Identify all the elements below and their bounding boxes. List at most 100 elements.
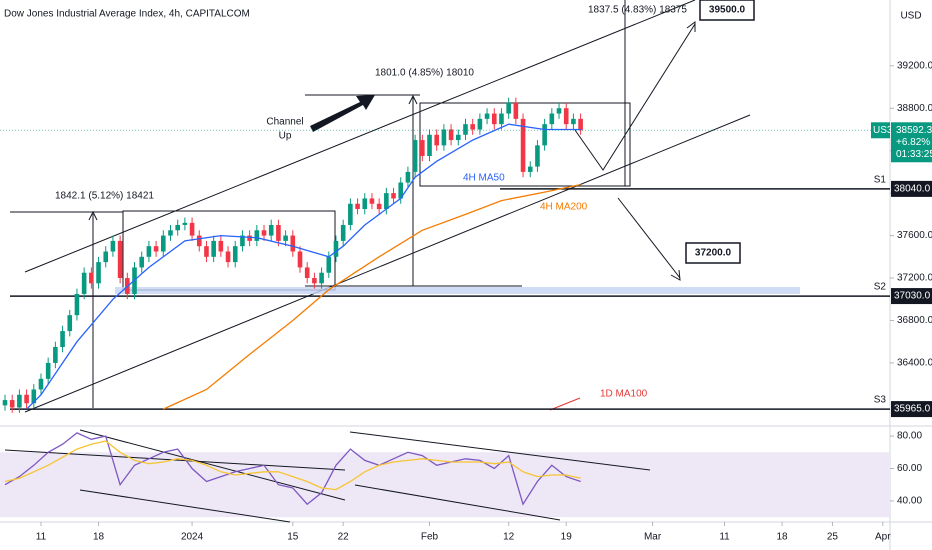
candle-body: [204, 246, 209, 257]
x-tick-label: 11: [36, 532, 47, 543]
candle-body: [153, 246, 159, 252]
annotation: 1801.0 (4.85%) 18010: [375, 68, 474, 79]
x-tick-label: 11: [719, 532, 730, 543]
x-tick-label: 15: [287, 532, 299, 543]
candle-body: [110, 240, 116, 252]
candle-body: [571, 118, 576, 125]
candle-body: [412, 140, 418, 172]
candle-body: [89, 272, 94, 284]
candle-body: [232, 246, 238, 263]
candle-body: [117, 240, 123, 279]
candle-body: [326, 256, 332, 273]
target-box: [685, 242, 741, 264]
candle-body: [355, 203, 360, 210]
candle-body: [189, 222, 195, 236]
candle-body: [67, 315, 73, 332]
level-box: [891, 180, 932, 197]
arrow-head: [670, 269, 681, 281]
candle-body: [484, 113, 490, 119]
x-tick-label: Mar: [644, 532, 662, 543]
candle-body: [420, 140, 425, 156]
candle-body: [139, 256, 145, 268]
y-tick-label: 80.00: [897, 431, 922, 442]
last-change: +6.82%: [896, 137, 930, 148]
candle-body: [81, 272, 87, 294]
measure-arrow: [408, 94, 418, 105]
candle-body: [96, 262, 101, 284]
candle-body: [225, 251, 231, 263]
y-tick-label: 39200.0: [897, 60, 932, 71]
candle-body: [448, 129, 454, 141]
candle-body: [477, 118, 483, 130]
candle-body: [38, 378, 44, 390]
x-tick-label: 2024: [181, 532, 204, 543]
target-label: 37200.0: [695, 248, 732, 259]
rsi-band: [0, 452, 890, 518]
candle-body: [211, 240, 216, 257]
candle-body: [268, 224, 274, 236]
x-tick-label: 12: [503, 532, 515, 543]
candle-body: [549, 113, 555, 125]
candle-body: [168, 230, 173, 236]
series-label: 4H MA200: [540, 202, 588, 213]
candle-body: [254, 230, 260, 241]
candle-body: [427, 134, 432, 156]
x-tick-label: Apr: [875, 532, 891, 543]
candle-body: [175, 224, 180, 231]
annotation: 1837.5 (4.83%) 18375: [588, 5, 687, 16]
series-line: [4, 440, 581, 491]
candle-body: [304, 267, 310, 279]
y-tick-label: 37200.0: [897, 273, 932, 284]
chart-title: Dow Jones Industrial Average Index, 4h, …: [4, 9, 250, 20]
y-tick-label: 60.00: [897, 463, 922, 474]
series-label: 4H MA50: [463, 173, 505, 184]
candle-body: [45, 362, 51, 379]
candle-body: [333, 240, 339, 257]
level-label: 37030.0: [894, 291, 931, 302]
projection-arrow: [574, 23, 696, 171]
projection-arrow: [617, 197, 681, 279]
candle-body: [542, 124, 547, 146]
candle-body: [312, 278, 317, 284]
candle-body: [182, 222, 188, 225]
series-line: [163, 183, 581, 410]
candle-body: [520, 118, 526, 172]
candle-body: [340, 224, 346, 241]
candle-body: [2, 400, 8, 406]
candle-body: [247, 235, 252, 241]
candle-body: [441, 129, 447, 146]
candle-body: [240, 235, 245, 247]
last-price: 38592.3: [896, 125, 932, 136]
symbol: US30: [873, 125, 898, 136]
symbol-box: [871, 122, 890, 139]
candle-body: [535, 145, 540, 167]
candle-body: [290, 235, 296, 252]
arrow-head: [686, 21, 696, 32]
candle-body: [362, 198, 368, 210]
candle-body: [53, 347, 58, 363]
candle-body: [276, 224, 281, 241]
candle-body: [31, 389, 37, 404]
level-name: S2: [874, 282, 887, 293]
rsi-trend: [79, 489, 291, 523]
series-line: [26, 123, 581, 410]
rsi-background: [0, 452, 890, 518]
candle-body: [556, 108, 562, 114]
last-price-box: [891, 122, 932, 163]
target-label: 39500.0: [709, 5, 746, 16]
rsi-trend: [349, 431, 651, 471]
candle-body: [513, 102, 519, 119]
candle-body: [463, 124, 468, 135]
candle-body: [369, 198, 375, 204]
range-box: [419, 102, 631, 187]
big-arrow: [310, 95, 375, 132]
ma100-line: [549, 397, 581, 411]
level-name: S3: [874, 395, 887, 406]
candle-body: [527, 166, 533, 172]
y-tick-label: 36800.0: [897, 315, 932, 326]
annotation: 1842.1 (5.12%) 18421: [55, 191, 154, 202]
candle-body: [17, 394, 22, 408]
currency: USD: [900, 11, 921, 22]
candle-body: [283, 235, 288, 241]
